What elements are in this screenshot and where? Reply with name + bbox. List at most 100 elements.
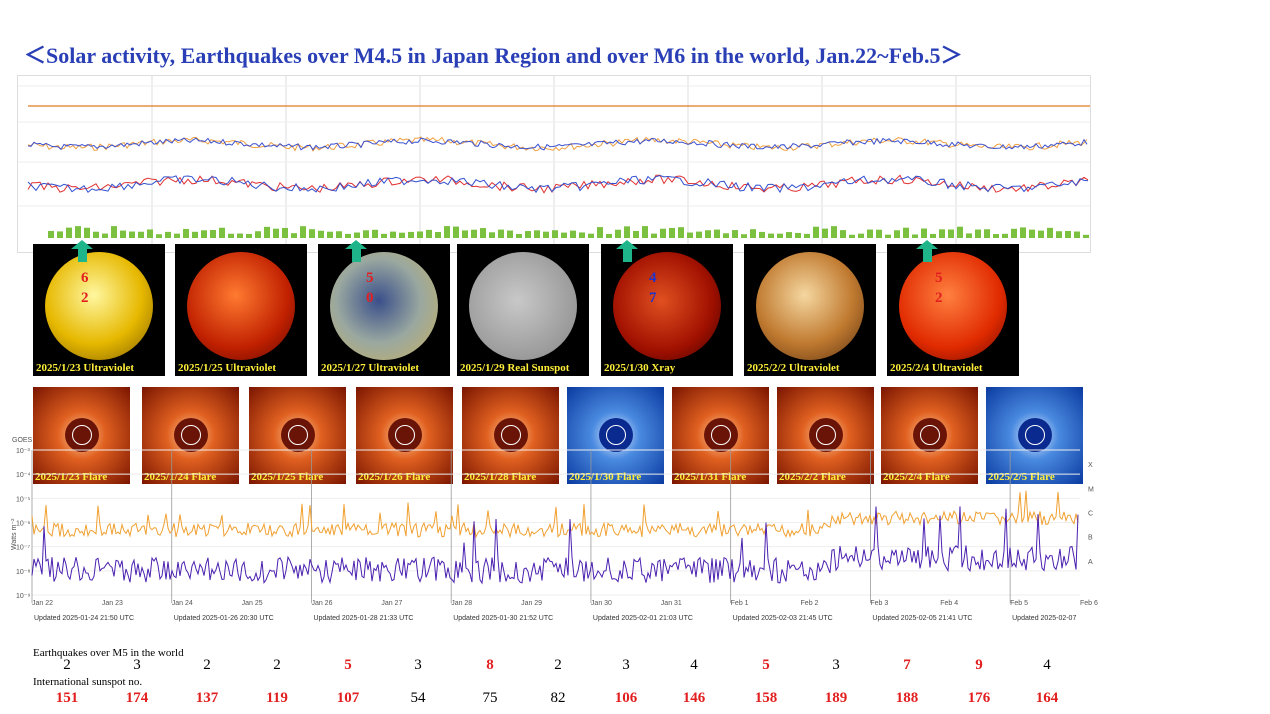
y-tick-label: 10⁻⁴ xyxy=(16,472,31,479)
arrow-up-icon xyxy=(71,240,93,262)
kp-bar xyxy=(417,231,423,238)
kp-bar xyxy=(714,229,720,238)
kp-bar xyxy=(1011,228,1017,238)
long-wavelength-flux xyxy=(31,490,1079,539)
kp-bar xyxy=(858,233,864,238)
kp-bar xyxy=(300,226,306,238)
earthquake-count: 5 xyxy=(344,657,352,673)
sun-outline-ring xyxy=(181,425,201,445)
sun-caption: 2025/2/2 Ultraviolet xyxy=(747,362,840,374)
kp-bar xyxy=(129,231,135,238)
sunspot-count: 188 xyxy=(895,690,919,706)
y-tick-label: 10⁻⁷ xyxy=(16,545,30,552)
kp-bar xyxy=(822,228,828,238)
kp-bar xyxy=(435,232,441,238)
sun-disk xyxy=(899,252,1007,360)
kp-bar xyxy=(678,227,684,238)
kp-bar xyxy=(966,233,972,238)
solar-wind-panel xyxy=(17,75,1091,253)
kp-bar xyxy=(498,229,504,238)
flare-image: 2025/2/5 Flare xyxy=(986,387,1083,484)
updated-timestamp: Updated 2025-01-26 20:30 UTC xyxy=(174,615,274,622)
earthquake-count: 3 xyxy=(133,657,141,673)
sun-caption: 2025/1/27 Ultraviolet xyxy=(321,362,420,374)
x-tick-label: Feb 4 xyxy=(940,600,958,607)
sun-disk xyxy=(187,252,295,360)
sunspot-count: 164 xyxy=(1035,690,1059,706)
x-tick-label: Jan 25 xyxy=(242,600,263,607)
goes-chart: GOES Watts m⁻² 10⁻³ 10⁻⁴ 10⁻⁵ 10⁻⁶ 10⁻⁷ 10⁻⁸ 10⁻… xyxy=(10,430,1151,625)
sunspot-count: 174 xyxy=(125,690,149,706)
kp-bar xyxy=(894,230,900,238)
speed-trace-a xyxy=(27,136,1088,152)
goes-plot: GOES Watts m⁻² 10⁻³ 10⁻⁴ 10⁻⁵ 10⁻⁶ 10⁻⁷ 10⁻⁸ 10⁻… xyxy=(11,437,1151,622)
updated-timestamp: Updated 2025-02-05 21:41 UTC xyxy=(872,615,972,622)
kp-bar xyxy=(507,230,513,238)
earthquake-count: 3 xyxy=(832,657,840,673)
kp-bar xyxy=(183,228,189,238)
kp-bar xyxy=(984,229,990,238)
sun-image: 2025/2/2 Ultraviolet xyxy=(744,244,876,376)
kp-bar xyxy=(669,227,675,238)
kp-bar xyxy=(1065,230,1071,238)
sun-outline-ring xyxy=(288,425,308,445)
earthquake-count: 9 xyxy=(975,657,983,673)
sun-outline-ring xyxy=(395,425,415,445)
sun-outline-ring xyxy=(72,425,92,445)
kp-bar xyxy=(1020,227,1026,238)
updated-timestamp: Updated 2025-02-03 21:45 UTC xyxy=(733,615,833,622)
earthquake-count: 2 xyxy=(554,657,562,673)
kp-bar xyxy=(363,230,369,238)
kp-bar xyxy=(120,230,126,238)
page-title: ＜Solar activity, Earthquakes over M4.5 i… xyxy=(24,43,963,68)
kp-bar xyxy=(282,227,288,238)
x-tick-label: Feb 6 xyxy=(1080,600,1098,607)
short-wavelength-flux xyxy=(31,506,1079,585)
sun-outline-ring xyxy=(920,425,940,445)
sunspot-count: 82 xyxy=(550,690,566,706)
kp-bar xyxy=(255,231,261,238)
kp-bar xyxy=(66,227,72,238)
kp-bar xyxy=(1002,233,1008,238)
sunspot-count: 106 xyxy=(614,690,638,706)
earthquake-count: 3 xyxy=(414,657,422,673)
magnitude-digit: 0 xyxy=(366,290,374,306)
sunspot-count: 189 xyxy=(824,690,848,706)
sun-outline-ring xyxy=(501,425,521,445)
kp-bar xyxy=(426,229,432,238)
kp-bar xyxy=(741,234,747,238)
kp-bar xyxy=(444,226,450,238)
x-tick-label: Feb 1 xyxy=(731,600,749,607)
updated-timestamp: Updated 2025-01-30 21:52 UTC xyxy=(453,615,553,622)
kp-bar xyxy=(165,231,171,238)
x-tick-label: Jan 30 xyxy=(591,600,612,607)
x-tick-label: Feb 5 xyxy=(1010,600,1028,607)
sun-outline-ring xyxy=(711,425,731,445)
earthquake-count: 4 xyxy=(1043,657,1051,673)
kp-bar xyxy=(318,230,324,238)
flare-class-label: A xyxy=(1088,559,1093,566)
kp-bar xyxy=(813,226,819,238)
magnitude-digit: 2 xyxy=(935,290,943,306)
kp-bar xyxy=(552,230,558,238)
magnitude-digit: 6 xyxy=(81,270,89,286)
kp-bar xyxy=(642,226,648,238)
x-tick-label: Jan 24 xyxy=(172,600,193,607)
arrow-up-icon xyxy=(345,240,367,262)
kp-bar xyxy=(660,228,666,238)
flare-class-label: C xyxy=(1088,511,1093,518)
kp-bar xyxy=(939,229,945,238)
earthquake-label: Earthquakes over M5 in the world xyxy=(33,647,184,659)
kp-bar xyxy=(1047,227,1053,238)
kp-bar xyxy=(336,231,342,238)
sun-image: 4 7 2025/1/30 Xray xyxy=(601,244,733,376)
kp-bar xyxy=(993,234,999,238)
kp-bar xyxy=(597,227,603,238)
solar-wind-plot xyxy=(18,76,1090,252)
kp-bar xyxy=(975,229,981,238)
sun-disk xyxy=(613,252,721,360)
kp-bar xyxy=(723,233,729,238)
bz-trace xyxy=(27,174,1089,194)
kp-bar xyxy=(534,230,540,238)
x-tick-label: Jan 27 xyxy=(381,600,402,607)
